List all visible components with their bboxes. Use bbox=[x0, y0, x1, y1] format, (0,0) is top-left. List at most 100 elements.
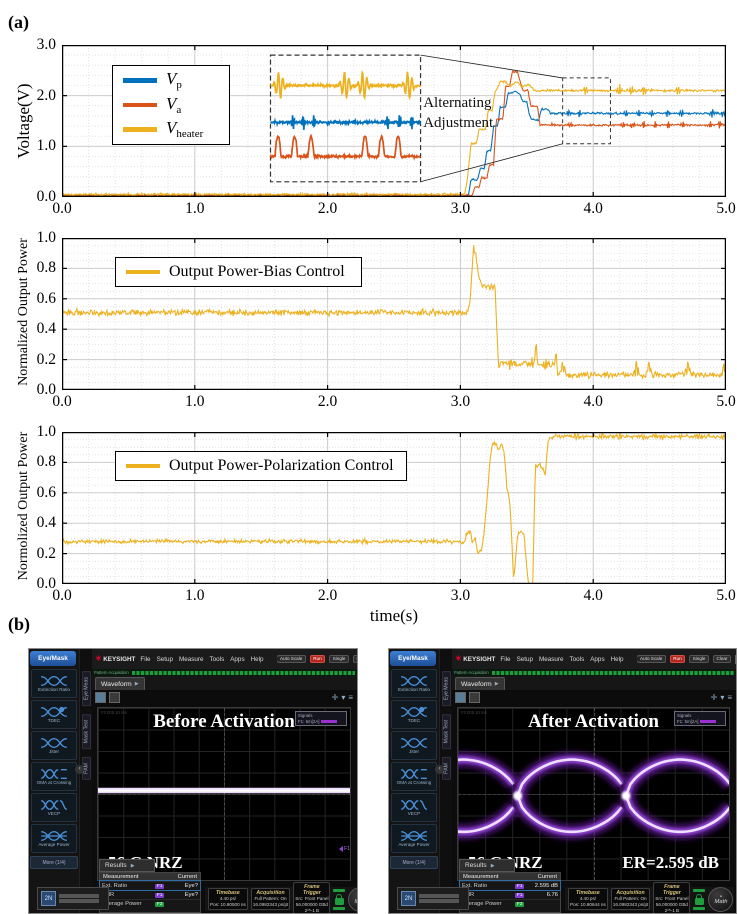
collapse-chevron-icon[interactable]: ‹ bbox=[435, 765, 444, 774]
collapse-chevron-icon[interactable]: ‹ bbox=[75, 765, 84, 774]
right-math-knob[interactable]: ▲ Math bbox=[708, 886, 734, 912]
right-sidebar-item-vecp[interactable]: VECP bbox=[391, 793, 437, 822]
right-waveform-tab[interactable]: Waveform ▶ bbox=[455, 677, 505, 690]
voltage-plot-series-Vheater bbox=[62, 80, 726, 197]
left-results-tab[interactable]: Results ▶ bbox=[99, 859, 155, 872]
left-frame-trigger-panel[interactable]: Frame Trigger Src: Front Panel 56.000000… bbox=[293, 882, 331, 913]
y-tick-label: 0.4 bbox=[36, 514, 56, 532]
minimize-button[interactable] bbox=[734, 654, 736, 664]
legend-item: Output Power-Bias Control bbox=[126, 263, 351, 281]
table-row[interactable]: Ext. Ratio F1 Eye? bbox=[99, 880, 201, 891]
left-menu-tools[interactable]: Tools bbox=[209, 655, 225, 663]
left-acquisition-panel[interactable]: Acquisition Full Pattern: On 16.0982343 … bbox=[250, 888, 291, 910]
left-vtab-mask-test[interactable]: Mask Test bbox=[81, 714, 91, 750]
display-mode-button[interactable] bbox=[455, 692, 466, 703]
y-tick-label: 1.0 bbox=[36, 229, 56, 246]
display-mode-button[interactable] bbox=[95, 692, 106, 703]
legend-swatch bbox=[126, 269, 160, 275]
right-vtab-eye-meas[interactable]: Eye Meas bbox=[441, 671, 451, 707]
table-row[interactable]: Average Power F2 bbox=[100, 899, 200, 908]
right-menu-help[interactable]: Help bbox=[610, 655, 624, 663]
left-menu-setup[interactable]: Setup bbox=[156, 655, 174, 663]
right-results-tab[interactable]: Results ▶ bbox=[459, 859, 515, 872]
left-menu-measure[interactable]: Measure bbox=[179, 655, 204, 663]
right-signal-legend[interactable]: Signals F1: 5m[2A] bbox=[674, 711, 726, 726]
right-menu-measure[interactable]: Measure bbox=[539, 655, 564, 663]
right-eye-mask-button[interactable]: Eye/Mask bbox=[390, 651, 436, 666]
left-menu-help[interactable]: Help bbox=[250, 655, 264, 663]
table-row[interactable]: SNR F1 Eye? bbox=[100, 890, 200, 899]
move-icon[interactable]: ✛ bbox=[331, 692, 339, 702]
menu-icon[interactable]: ≡ bbox=[348, 692, 353, 702]
right-sidebar-item-extinction-ratio[interactable]: Extinction Ratio bbox=[391, 669, 437, 698]
left-single-button[interactable]: Single bbox=[329, 654, 349, 664]
right-sidebar-item-average-power[interactable]: Average Power bbox=[391, 824, 437, 853]
left-sidebar-item-average-power[interactable]: Average Power bbox=[31, 824, 77, 853]
right-menu-apps[interactable]: Apps bbox=[590, 655, 605, 663]
move-icon[interactable]: ✛ bbox=[710, 692, 718, 702]
x-tick-label: 5.0 bbox=[716, 587, 736, 604]
right-menu-tools[interactable]: Tools bbox=[569, 655, 585, 663]
y-tick-label: 0.0 bbox=[36, 381, 56, 398]
display-mode-button[interactable] bbox=[109, 692, 120, 703]
left-run-button[interactable]: Run bbox=[309, 654, 326, 664]
right-vtab-mask-test[interactable]: Mask Test bbox=[441, 714, 451, 750]
right-acquisition-panel[interactable]: Acquisition Full Pattern: On 16.0982343 … bbox=[610, 888, 651, 910]
right-auto-scale-button[interactable]: Auto Scale bbox=[636, 654, 666, 664]
display-mode-button[interactable] bbox=[469, 692, 480, 703]
left-sidebar-item-extinction-ratio[interactable]: Extinction Ratio bbox=[31, 669, 77, 698]
x-tick-label: 2.0 bbox=[317, 200, 338, 217]
right-menu-file[interactable]: File bbox=[500, 655, 511, 663]
right-frame-trigger-panel[interactable]: Frame Trigger Src: Front Panel 56.000000… bbox=[653, 882, 691, 913]
chevron-down-icon[interactable]: ▾ bbox=[720, 692, 725, 702]
left-sidebar-more-button[interactable]: More (1/4) bbox=[30, 856, 78, 869]
left-vtab-eye-meas[interactable]: Eye Meas bbox=[81, 671, 91, 707]
channel-badge: F2 bbox=[155, 901, 164, 907]
left-sidebar-item-tdec[interactable]: TDEC bbox=[31, 700, 77, 729]
right-sidebar-item-jitter[interactable]: Jitter bbox=[391, 731, 437, 760]
left-math-knob[interactable]: ▲Math bbox=[348, 886, 357, 912]
right-sidebar-item-oma-at-crossing[interactable]: OMA at Crossing bbox=[391, 762, 437, 791]
left-menu-apps[interactable]: Apps bbox=[230, 655, 245, 663]
taskbar-text-line bbox=[419, 893, 459, 898]
left-sidebar-item-jitter[interactable]: Jitter bbox=[31, 731, 77, 760]
acquisition-progress-bar bbox=[491, 670, 734, 675]
lock-status-bar bbox=[693, 888, 706, 892]
legend-swatch bbox=[123, 127, 157, 132]
right-sidebar-more-button[interactable]: More (1/4) bbox=[390, 856, 438, 869]
table-row[interactable]: Average Power F2 bbox=[460, 899, 560, 908]
left-eye-mask-button[interactable]: Eye/Mask bbox=[30, 651, 76, 666]
right-timebase-panel[interactable]: Timebase 4.40 ps/ Pos: 10.80644 ns bbox=[568, 888, 608, 910]
table-row[interactable]: SNR F1 6.76 bbox=[460, 890, 560, 899]
left-auto-scale-button[interactable]: Auto Scale bbox=[276, 654, 306, 664]
right-menu-setup[interactable]: Setup bbox=[516, 655, 534, 663]
display-corner-note: F3 005 10 ms bbox=[461, 710, 487, 715]
right-display-title: After Activation bbox=[527, 711, 660, 732]
left-waveform-tab[interactable]: Waveform ▶ bbox=[95, 677, 145, 690]
legend-item: Output Power-Polarization Control bbox=[126, 457, 396, 475]
right-clear-button[interactable]: Clear bbox=[712, 654, 731, 664]
left-clear-button[interactable]: Clear bbox=[352, 654, 357, 664]
channel-badge: F1 bbox=[155, 892, 164, 898]
left-menu-file[interactable]: File bbox=[140, 655, 151, 663]
left-timebase-panel[interactable]: Timebase 4.40 ps/ Pos: 10.80500 ns bbox=[208, 888, 248, 910]
eye-diagram-icon bbox=[41, 706, 67, 717]
left-sidebar-item-vecp[interactable]: VECP bbox=[31, 793, 77, 822]
table-row[interactable]: Ext. Ratio F1 2.595 dB bbox=[459, 880, 561, 891]
y-tick-label: 0.8 bbox=[36, 259, 56, 277]
knob-arrow-icon: ▲ bbox=[719, 893, 723, 898]
sidebar-item-label: VECP bbox=[407, 810, 421, 816]
sidebar-item-label: VECP bbox=[47, 810, 61, 816]
right-single-button[interactable]: Single bbox=[689, 654, 709, 664]
eye-diagram-icon bbox=[401, 675, 427, 686]
right-taskbar-box[interactable]: 2N bbox=[397, 887, 469, 910]
chevron-down-icon[interactable]: ▾ bbox=[341, 692, 346, 702]
legend-item: Vp bbox=[123, 69, 219, 92]
right-tab-row: Waveform ▶ bbox=[452, 676, 736, 690]
left-sidebar-item-oma-at-crossing[interactable]: OMA at Crossing bbox=[31, 762, 77, 791]
right-sidebar-item-tdec[interactable]: TDEC bbox=[391, 700, 437, 729]
left-taskbar-box[interactable]: 2N bbox=[37, 887, 109, 910]
menu-icon[interactable]: ≡ bbox=[727, 692, 732, 702]
right-run-button[interactable]: Run bbox=[669, 654, 686, 664]
left-signal-legend[interactable]: Signals F1: 5m[2A] bbox=[295, 711, 347, 726]
